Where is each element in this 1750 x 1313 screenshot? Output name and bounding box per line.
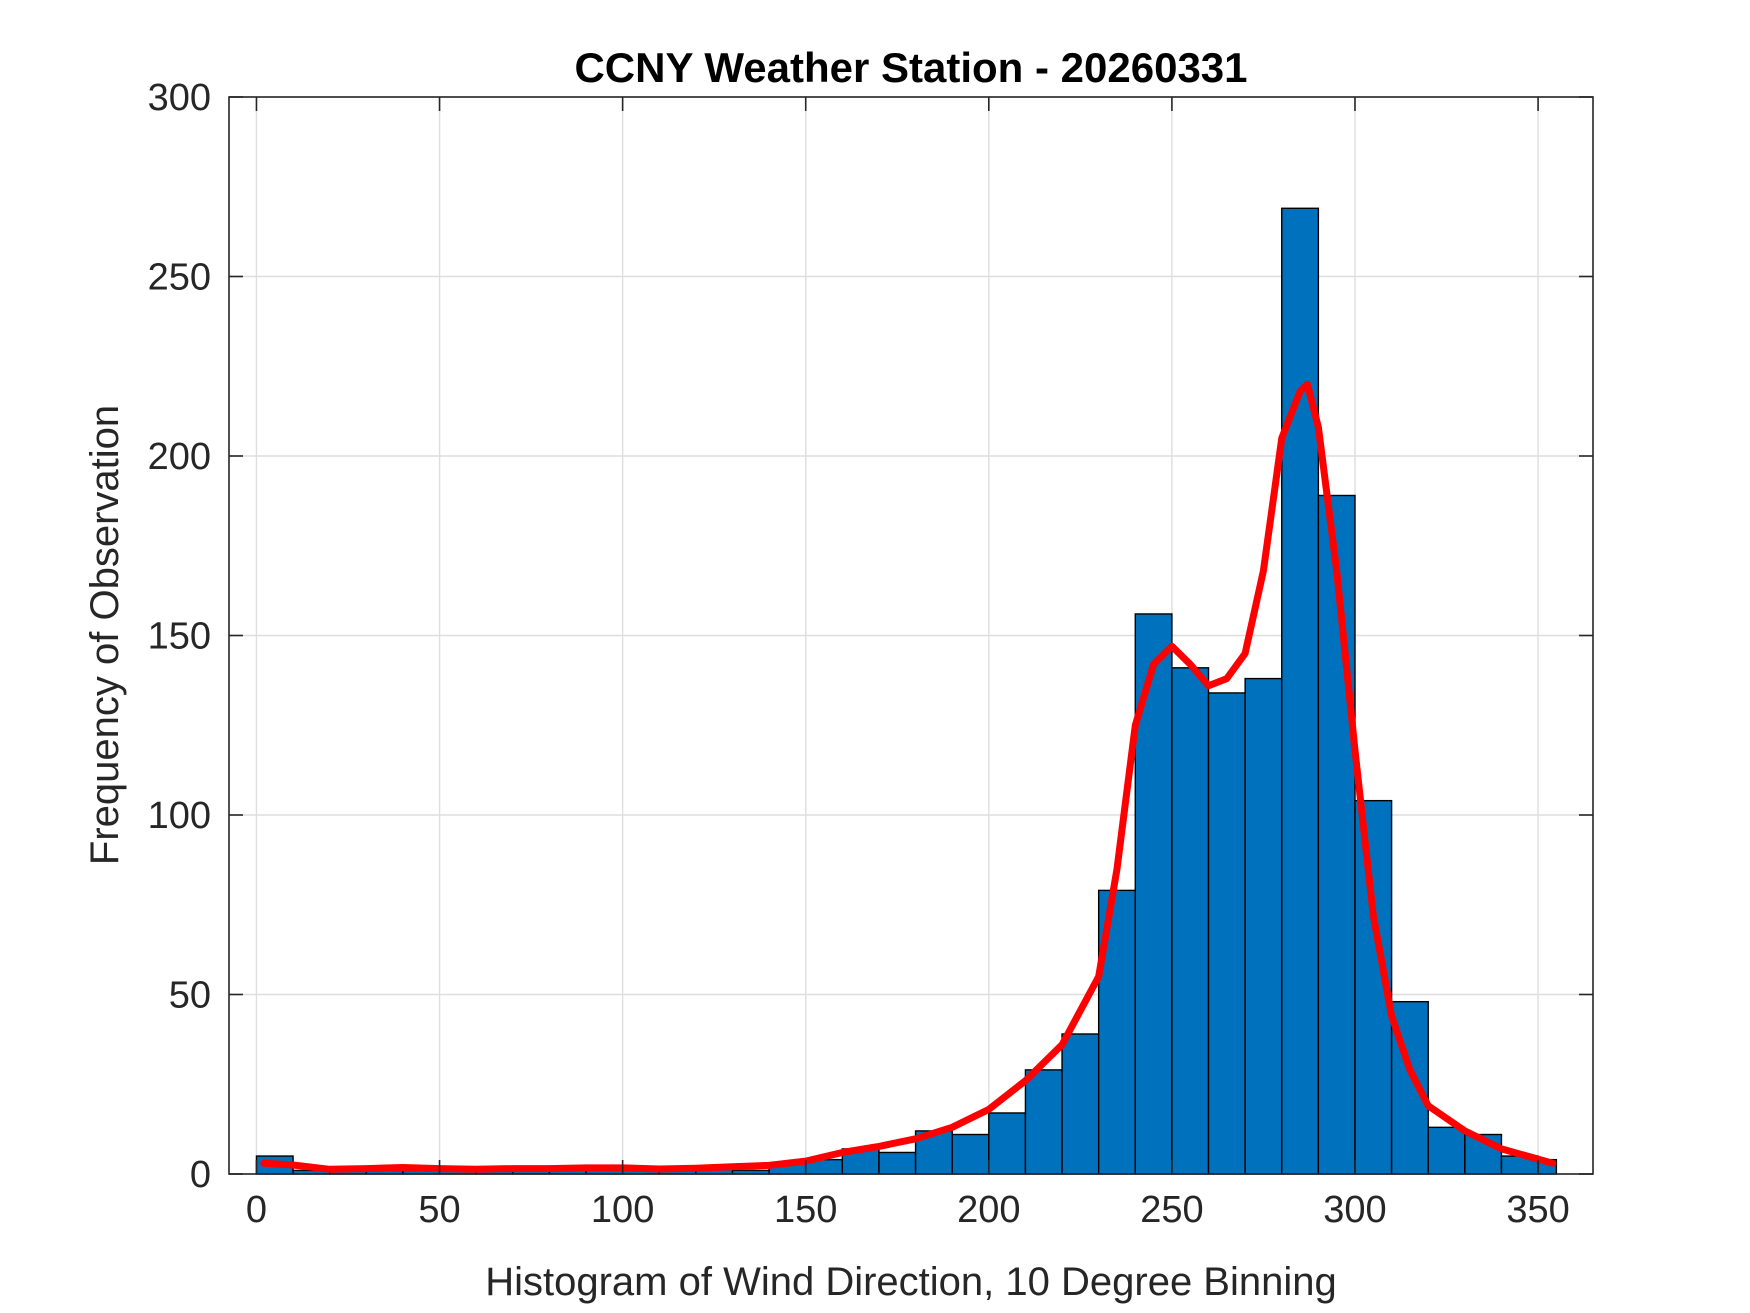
histogram-bar	[1244, 677, 1283, 1175]
histogram-bar	[1024, 1069, 1063, 1175]
histogram-bar	[1427, 1126, 1466, 1175]
y-axis-label: Frequency of Observation	[83, 405, 127, 865]
x-tick-label: 50	[418, 1189, 460, 1231]
histogram-bar	[1061, 1033, 1100, 1175]
x-tick-label: 250	[1140, 1189, 1203, 1231]
x-tick-label: 150	[774, 1189, 837, 1231]
histogram-bars	[255, 207, 1558, 1175]
axis-ticks	[229, 96, 1593, 1175]
histogram-bar	[1207, 692, 1246, 1175]
x-tick-label: 300	[1323, 1189, 1386, 1231]
y-tick-label: 250	[148, 257, 211, 299]
x-tick-label: 100	[591, 1189, 654, 1231]
y-tick-label: 150	[148, 616, 211, 658]
y-tick-label: 200	[148, 436, 211, 478]
histogram-bar	[988, 1112, 1027, 1175]
chart-title: CCNY Weather Station - 20260331	[574, 44, 1247, 91]
x-tick-label: 0	[246, 1189, 267, 1231]
y-tick-labels: 0 50 100 150 200 250 300	[148, 77, 211, 1196]
x-tick-label: 350	[1506, 1189, 1569, 1231]
x-tick-label: 200	[957, 1189, 1020, 1231]
histogram-bar	[1281, 207, 1320, 1175]
histogram-bar	[878, 1151, 917, 1175]
histogram-bar	[1171, 667, 1210, 1175]
density-curve-line	[260, 380, 1557, 1173]
y-tick-label: 100	[148, 795, 211, 837]
y-tick-label: 50	[169, 975, 211, 1017]
density-curve	[260, 380, 1557, 1173]
x-axis-label: Histogram of Wind Direction, 10 Degree B…	[485, 1260, 1337, 1304]
histogram-bar	[951, 1133, 990, 1175]
y-tick-label: 0	[190, 1154, 211, 1196]
y-tick-label: 300	[148, 77, 211, 119]
x-tick-labels: 0 50 100 150 200 250 300 350	[246, 1189, 1570, 1231]
